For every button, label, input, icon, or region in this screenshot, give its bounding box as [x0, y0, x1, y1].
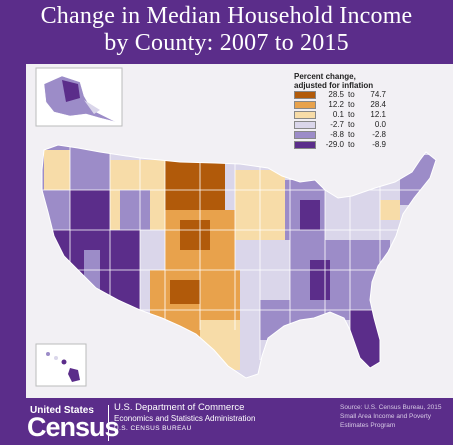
mountain-purple — [120, 190, 150, 230]
footer-band — [0, 398, 453, 445]
north-dakota-region — [165, 160, 225, 210]
hawaii-big-island — [68, 368, 80, 382]
alaska-region-light — [84, 100, 100, 114]
legend-high: 28.4 — [370, 100, 386, 109]
alaska-shape — [43, 75, 117, 123]
legend-title-line-2: adjusted for inflation — [294, 81, 374, 90]
legend-low: -29.0 — [325, 140, 344, 149]
legend-item: -8.8 to -2.8 — [294, 130, 406, 140]
legend-high: 0.0 — [374, 120, 386, 129]
us-outline — [41, 144, 437, 379]
census-logo-wordmark: Census — [27, 412, 120, 442]
texas-west — [160, 310, 200, 350]
florida — [350, 310, 380, 370]
legend-swatch — [294, 91, 316, 99]
legend-item: 0.1 to 12.1 — [294, 110, 406, 120]
dept-commerce: U.S. Department of Commerce — [114, 402, 245, 413]
legend-swatch — [294, 121, 316, 129]
legend-low: -2.7 — [330, 120, 344, 129]
nyc-region — [380, 200, 400, 220]
map-title-line-1: Change in Median Household Income — [40, 3, 413, 29]
source-note: Source: U.S. Census Bureau, 2015 Small A… — [340, 404, 442, 429]
legend-low: -8.8 — [330, 130, 344, 139]
hawaii-island-1 — [46, 352, 50, 356]
legend-high: 12.1 — [370, 110, 386, 119]
panhandle-dark — [170, 280, 200, 304]
alaska-region-dark — [62, 80, 80, 102]
northwest-light — [44, 150, 70, 190]
legend-to: to — [348, 100, 355, 109]
legend-low: 0.1 — [332, 110, 344, 119]
legend-to: to — [348, 90, 355, 99]
legend-swatch — [294, 101, 316, 109]
legend-high: -8.9 — [372, 140, 386, 149]
map-title-line-2: by County: 2007 to 2015 — [104, 30, 349, 56]
legend-title-line-1: Percent change, — [294, 72, 356, 81]
legend-high: -2.8 — [372, 130, 386, 139]
legend-swatch — [294, 111, 316, 119]
legend-swatch — [294, 141, 316, 149]
title-band: Change in Median Household Income by Cou… — [0, 0, 453, 64]
legend-to: to — [348, 130, 355, 139]
legend-high: 74.7 — [370, 90, 386, 99]
california-region — [44, 230, 84, 290]
legend-to: to — [348, 120, 355, 129]
legend: Percent change, adjusted for inflation 2… — [294, 72, 406, 150]
legend-low: 12.2 — [328, 100, 344, 109]
legend-swatch — [294, 131, 316, 139]
nebraska-dark — [180, 220, 210, 250]
legend-item: 12.2 to 28.4 — [294, 100, 406, 110]
georgia-dark — [310, 260, 330, 300]
footer-divider — [108, 405, 109, 441]
legend-low: 28.5 — [328, 90, 344, 99]
dept-esa: Economics and Statistics Administration — [114, 414, 256, 423]
dept-census-bureau: U.S. CENSUS BUREAU — [114, 425, 192, 432]
legend-to: to — [348, 140, 355, 149]
michigan-dark — [300, 200, 320, 230]
texas-south — [200, 320, 240, 370]
legend-to: to — [348, 110, 355, 119]
legend-item: -29.0 to -8.9 — [294, 140, 406, 150]
census-logo-small-text: United States — [30, 405, 94, 416]
legend-item: 28.5 to 74.7 — [294, 90, 406, 100]
hawaii-island-2 — [54, 356, 58, 360]
new-england — [400, 155, 436, 205]
legend-item: -2.7 to 0.0 — [294, 120, 406, 130]
hawaii-island-3 — [61, 359, 67, 365]
